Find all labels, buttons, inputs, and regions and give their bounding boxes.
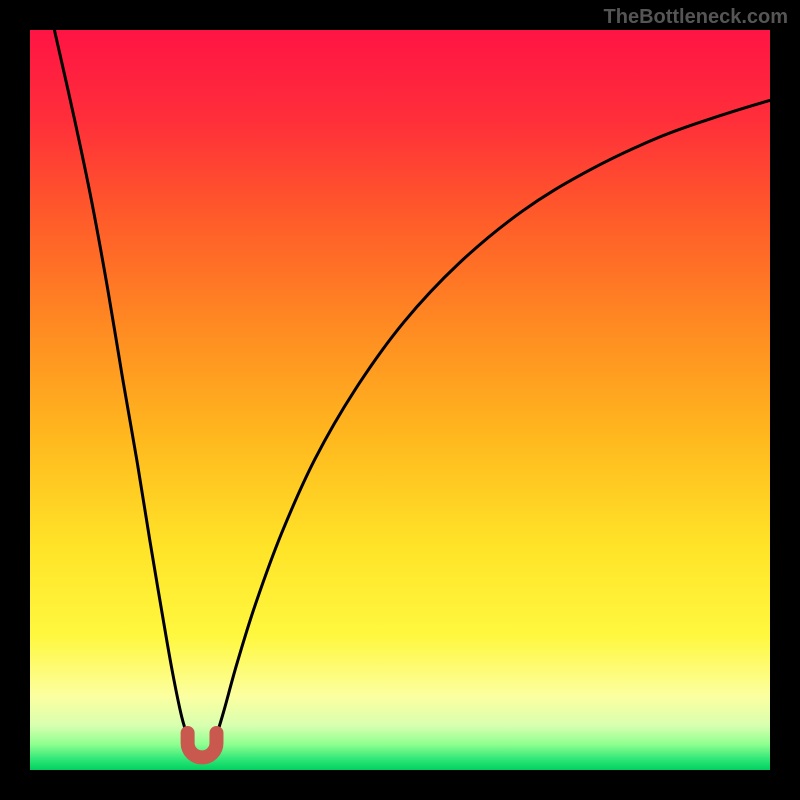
bottleneck-chart <box>0 0 800 800</box>
chart-container: TheBottleneck.com <box>0 0 800 800</box>
watermark-text: TheBottleneck.com <box>604 6 788 29</box>
plot-area <box>30 30 770 770</box>
